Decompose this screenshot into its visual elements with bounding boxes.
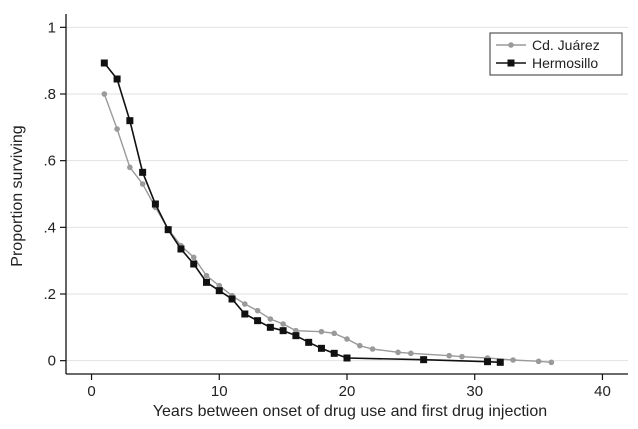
y-tick-label-5: 1 xyxy=(48,19,56,36)
data-point-hermosillo-11 xyxy=(241,310,249,318)
series-line-hermosillo xyxy=(103,62,501,364)
x-axis-title: Years between onset of drug use and firs… xyxy=(153,403,547,420)
data-point-cd-ju-rez-23 xyxy=(446,352,452,359)
x-tick-label-3: 30 xyxy=(466,383,483,400)
data-point-cd-ju-rez-16 xyxy=(318,328,325,335)
data-point-cd-ju-rez-21 xyxy=(395,349,401,356)
data-point-cd-ju-rez-2 xyxy=(127,164,133,171)
data-point-hermosillo-19 xyxy=(343,354,351,362)
data-point-cd-ju-rez-13 xyxy=(267,316,274,322)
data-point-hermosillo-18 xyxy=(330,349,338,357)
data-point-cd-ju-rez-7 xyxy=(190,254,197,261)
x-tick-label-1: 10 xyxy=(211,383,228,400)
data-point-hermosillo-2 xyxy=(126,117,134,125)
data-point-cd-ju-rez-8 xyxy=(203,272,210,279)
data-point-hermosillo-6 xyxy=(177,245,185,253)
x-tick-label-4: 40 xyxy=(594,383,611,400)
series-hermosillo xyxy=(100,59,504,366)
data-point-cd-ju-rez-3 xyxy=(139,181,146,187)
data-point-hermosillo-17 xyxy=(317,344,325,352)
data-point-cd-ju-rez-9 xyxy=(216,282,223,289)
data-point-hermosillo-12 xyxy=(254,317,262,325)
y-axis-title: Proportion surviving xyxy=(9,125,26,266)
y-tick-label-4: .8 xyxy=(43,86,56,103)
data-point-cd-ju-rez-26 xyxy=(510,357,516,363)
data-point-cd-ju-rez-11 xyxy=(242,301,248,307)
legend-label-cd-ju-rez: Cd. Juárez xyxy=(532,37,600,53)
data-point-hermosillo-22 xyxy=(496,358,504,366)
data-point-hermosillo-3 xyxy=(139,168,147,176)
data-point-hermosillo-5 xyxy=(164,226,172,234)
x-tick-label-2: 20 xyxy=(339,383,356,400)
y-tick-label-2: .4 xyxy=(43,219,56,236)
data-point-cd-ju-rez-12 xyxy=(254,307,261,314)
data-point-cd-ju-rez-14 xyxy=(280,321,286,327)
data-point-hermosillo-14 xyxy=(279,327,287,335)
data-point-cd-ju-rez-27 xyxy=(535,358,542,365)
data-point-hermosillo-8 xyxy=(203,278,210,286)
data-point-hermosillo-7 xyxy=(190,260,198,268)
data-point-hermosillo-21 xyxy=(484,358,491,366)
data-point-hermosillo-16 xyxy=(305,338,313,346)
data-point-cd-ju-rez-24 xyxy=(459,353,465,360)
x-tick-label-0: 0 xyxy=(87,383,95,400)
data-point-cd-ju-rez-15 xyxy=(293,327,299,334)
legend-marker-hermosillo xyxy=(507,59,515,67)
data-point-hermosillo-10 xyxy=(228,295,236,303)
data-point-cd-ju-rez-20 xyxy=(369,346,376,352)
data-point-hermosillo-13 xyxy=(266,323,274,331)
axes: 0.2.4.6.810 10 20 30 40 xyxy=(43,14,628,400)
data-series xyxy=(100,59,555,366)
grid-lines xyxy=(66,26,628,362)
data-point-hermosillo-4 xyxy=(151,200,159,208)
data-point-cd-ju-rez-18 xyxy=(344,336,350,342)
legend-label-hermosillo: Hermosillo xyxy=(532,55,598,71)
data-point-cd-ju-rez-0 xyxy=(101,91,108,97)
data-point-cd-ju-rez-19 xyxy=(356,342,363,349)
y-tick-label-0: 0 xyxy=(48,353,56,370)
data-point-cd-ju-rez-28 xyxy=(548,359,555,366)
legend: Cd. Juárez Hermosillo xyxy=(489,32,623,76)
legend-marker-cd-ju-rez xyxy=(508,42,514,48)
data-point-hermosillo-0 xyxy=(100,59,108,67)
data-point-hermosillo-15 xyxy=(292,332,300,340)
y-tick-label-3: .6 xyxy=(43,153,56,170)
data-point-hermosillo-9 xyxy=(215,287,223,295)
data-point-cd-ju-rez-22 xyxy=(408,350,414,357)
data-point-cd-ju-rez-1 xyxy=(114,126,120,132)
y-tick-label-1: .2 xyxy=(43,286,56,303)
data-point-cd-ju-rez-17 xyxy=(331,330,338,337)
data-point-hermosillo-1 xyxy=(113,75,121,83)
legend-box xyxy=(489,32,623,76)
data-point-hermosillo-20 xyxy=(420,356,428,364)
